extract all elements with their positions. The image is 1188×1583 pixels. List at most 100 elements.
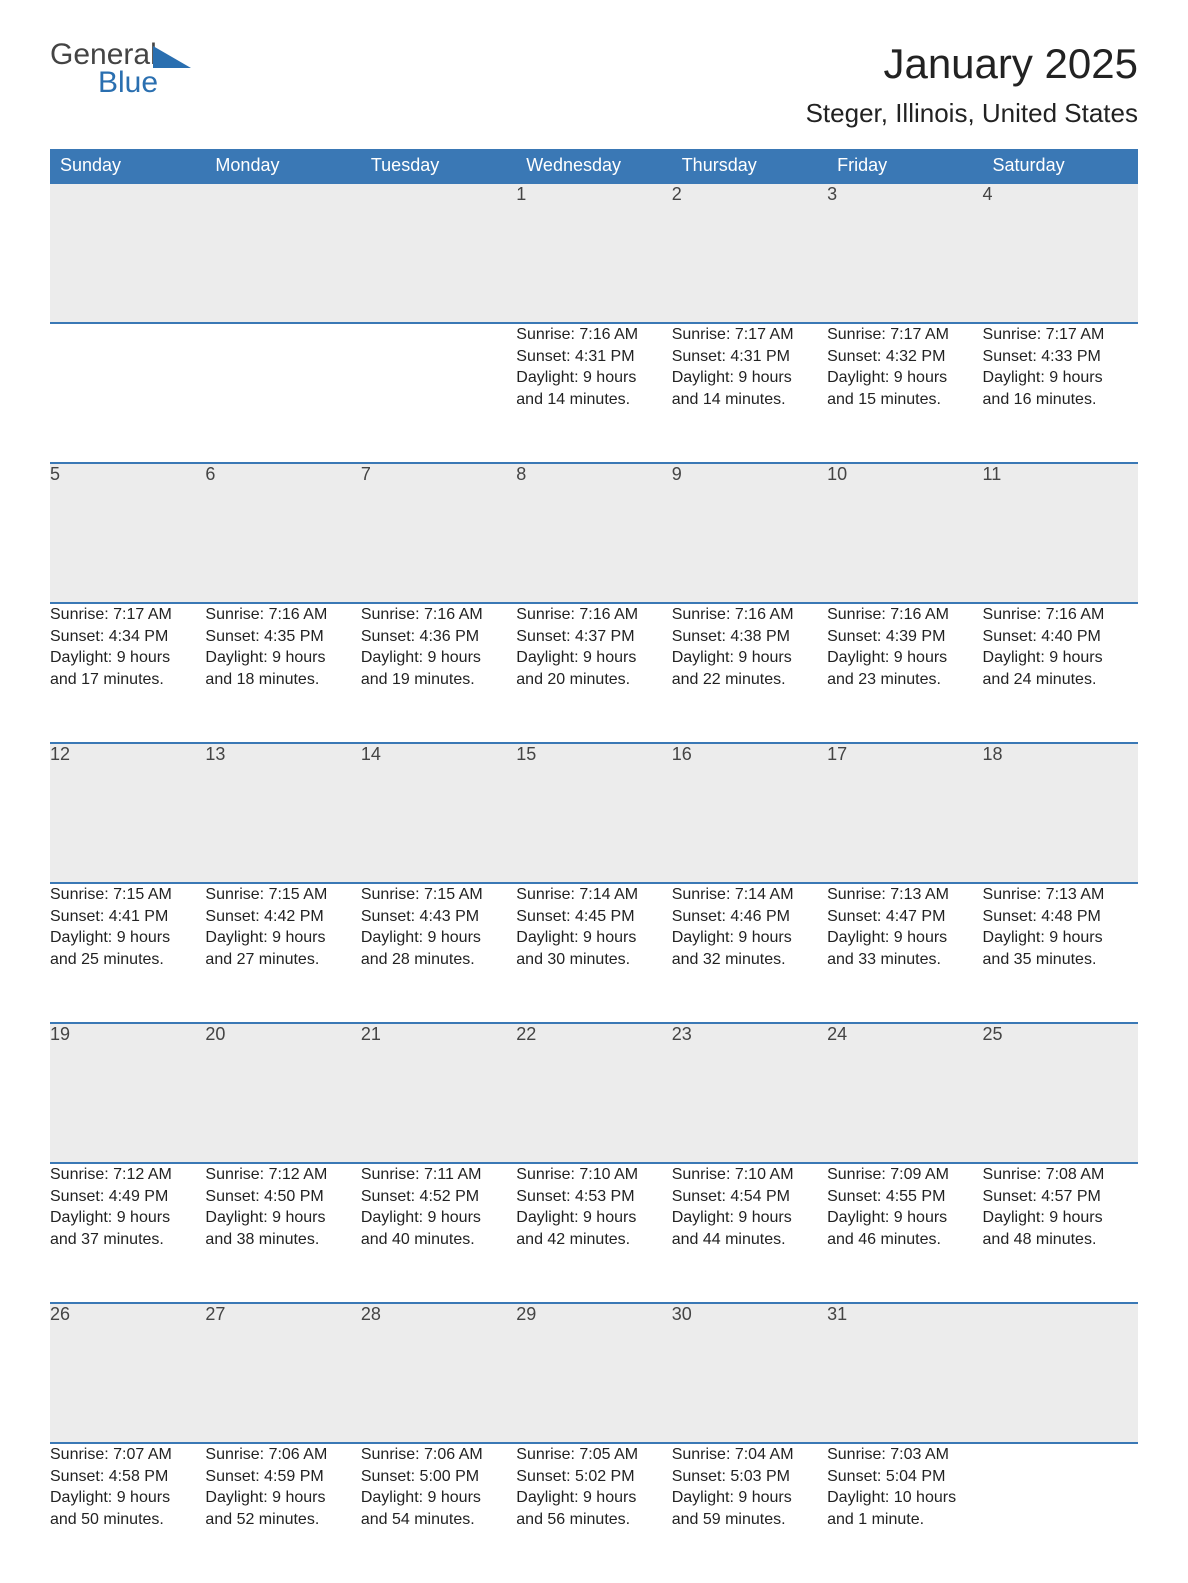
- day-content-cell: Sunrise: 7:12 AMSunset: 4:50 PMDaylight:…: [205, 1163, 360, 1303]
- daynum-row: 567891011: [50, 463, 1138, 603]
- day-content-cell: Sunrise: 7:13 AMSunset: 4:48 PMDaylight:…: [983, 883, 1138, 1023]
- day-content-row: Sunrise: 7:07 AMSunset: 4:58 PMDaylight:…: [50, 1443, 1138, 1583]
- sunset-text: Sunset: 5:04 PM: [827, 1466, 982, 1488]
- daynum-row: 12131415161718: [50, 743, 1138, 883]
- sunset-text: Sunset: 4:31 PM: [516, 346, 671, 368]
- day-number-cell: 18: [983, 743, 1138, 883]
- day-content-cell: Sunrise: 7:11 AMSunset: 4:52 PMDaylight:…: [361, 1163, 516, 1303]
- sunrise-text: Sunrise: 7:08 AM: [983, 1164, 1138, 1186]
- day-number-cell: 31: [827, 1303, 982, 1443]
- sunset-text: Sunset: 4:59 PM: [205, 1466, 360, 1488]
- daylight-text-1: Daylight: 9 hours: [672, 1487, 827, 1509]
- day-content-cell: Sunrise: 7:12 AMSunset: 4:49 PMDaylight:…: [50, 1163, 205, 1303]
- daylight-text-1: Daylight: 9 hours: [516, 367, 671, 389]
- daylight-text-2: and 37 minutes.: [50, 1229, 205, 1251]
- weekday-header: Wednesday: [516, 149, 671, 183]
- day-content-cell: Sunrise: 7:15 AMSunset: 4:43 PMDaylight:…: [361, 883, 516, 1023]
- weekday-header: Friday: [827, 149, 982, 183]
- sunset-text: Sunset: 4:33 PM: [983, 346, 1138, 368]
- sunset-text: Sunset: 4:32 PM: [827, 346, 982, 368]
- day-content-cell: Sunrise: 7:07 AMSunset: 4:58 PMDaylight:…: [50, 1443, 205, 1583]
- day-number-cell: 26: [50, 1303, 205, 1443]
- daylight-text-2: and 44 minutes.: [672, 1229, 827, 1251]
- day-number-cell: 11: [983, 463, 1138, 603]
- sunset-text: Sunset: 4:45 PM: [516, 906, 671, 928]
- logo-triangle-icon: [153, 46, 191, 68]
- daylight-text-2: and 23 minutes.: [827, 669, 982, 691]
- day-number-cell: 3: [827, 183, 982, 323]
- header: General Blue January 2025 Steger, Illino…: [50, 40, 1138, 129]
- day-content-cell: Sunrise: 7:09 AMSunset: 4:55 PMDaylight:…: [827, 1163, 982, 1303]
- sunrise-text: Sunrise: 7:09 AM: [827, 1164, 982, 1186]
- sunrise-text: Sunrise: 7:16 AM: [827, 604, 982, 626]
- sunrise-text: Sunrise: 7:13 AM: [983, 884, 1138, 906]
- sunset-text: Sunset: 5:02 PM: [516, 1466, 671, 1488]
- daylight-text-1: Daylight: 9 hours: [361, 1207, 516, 1229]
- daylight-text-1: Daylight: 9 hours: [516, 647, 671, 669]
- daylight-text-1: Daylight: 9 hours: [205, 1487, 360, 1509]
- daylight-text-2: and 32 minutes.: [672, 949, 827, 971]
- daylight-text-2: and 33 minutes.: [827, 949, 982, 971]
- sunset-text: Sunset: 4:41 PM: [50, 906, 205, 928]
- daylight-text-2: and 56 minutes.: [516, 1509, 671, 1531]
- sunset-text: Sunset: 4:39 PM: [827, 626, 982, 648]
- daylight-text-2: and 14 minutes.: [516, 389, 671, 411]
- day-number-cell: 17: [827, 743, 982, 883]
- daylight-text-1: Daylight: 9 hours: [827, 367, 982, 389]
- day-content-cell: Sunrise: 7:16 AMSunset: 4:37 PMDaylight:…: [516, 603, 671, 743]
- daylight-text-1: Daylight: 9 hours: [983, 367, 1138, 389]
- sunset-text: Sunset: 4:54 PM: [672, 1186, 827, 1208]
- daylight-text-2: and 46 minutes.: [827, 1229, 982, 1251]
- daylight-text-2: and 54 minutes.: [361, 1509, 516, 1531]
- day-number-cell: [205, 183, 360, 323]
- daylight-text-2: and 27 minutes.: [205, 949, 360, 971]
- day-number-cell: 6: [205, 463, 360, 603]
- daylight-text-1: Daylight: 9 hours: [50, 647, 205, 669]
- daylight-text-2: and 48 minutes.: [983, 1229, 1138, 1251]
- day-content-cell: Sunrise: 7:06 AMSunset: 5:00 PMDaylight:…: [361, 1443, 516, 1583]
- weekday-header-row: Sunday Monday Tuesday Wednesday Thursday…: [50, 149, 1138, 183]
- day-number-cell: [983, 1303, 1138, 1443]
- day-number-cell: 12: [50, 743, 205, 883]
- daylight-text-2: and 22 minutes.: [672, 669, 827, 691]
- daylight-text-1: Daylight: 9 hours: [361, 1487, 516, 1509]
- sunset-text: Sunset: 4:57 PM: [983, 1186, 1138, 1208]
- sunset-text: Sunset: 4:49 PM: [50, 1186, 205, 1208]
- day-content-cell: Sunrise: 7:15 AMSunset: 4:41 PMDaylight:…: [50, 883, 205, 1023]
- day-number-cell: 2: [672, 183, 827, 323]
- daylight-text-2: and 16 minutes.: [983, 389, 1138, 411]
- sunset-text: Sunset: 4:34 PM: [50, 626, 205, 648]
- sunrise-text: Sunrise: 7:05 AM: [516, 1444, 671, 1466]
- day-number-cell: 1: [516, 183, 671, 323]
- daylight-text-1: Daylight: 9 hours: [205, 1207, 360, 1229]
- daylight-text-1: Daylight: 9 hours: [516, 927, 671, 949]
- sunset-text: Sunset: 4:37 PM: [516, 626, 671, 648]
- day-number-cell: 7: [361, 463, 516, 603]
- day-number-cell: 28: [361, 1303, 516, 1443]
- day-content-cell: Sunrise: 7:15 AMSunset: 4:42 PMDaylight:…: [205, 883, 360, 1023]
- daylight-text-1: Daylight: 9 hours: [672, 647, 827, 669]
- day-number-cell: 16: [672, 743, 827, 883]
- daylight-text-1: Daylight: 9 hours: [983, 647, 1138, 669]
- daylight-text-1: Daylight: 9 hours: [50, 1207, 205, 1229]
- daylight-text-2: and 59 minutes.: [672, 1509, 827, 1531]
- daylight-text-1: Daylight: 9 hours: [672, 367, 827, 389]
- day-number-cell: 5: [50, 463, 205, 603]
- title-block: January 2025 Steger, Illinois, United St…: [806, 40, 1138, 129]
- daylight-text-1: Daylight: 9 hours: [516, 1487, 671, 1509]
- daylight-text-2: and 17 minutes.: [50, 669, 205, 691]
- daylight-text-1: Daylight: 9 hours: [827, 647, 982, 669]
- daylight-text-2: and 38 minutes.: [205, 1229, 360, 1251]
- daylight-text-1: Daylight: 9 hours: [361, 647, 516, 669]
- sunset-text: Sunset: 4:50 PM: [205, 1186, 360, 1208]
- daylight-text-2: and 35 minutes.: [983, 949, 1138, 971]
- sunrise-text: Sunrise: 7:12 AM: [205, 1164, 360, 1186]
- daylight-text-1: Daylight: 10 hours: [827, 1487, 982, 1509]
- daylight-text-2: and 18 minutes.: [205, 669, 360, 691]
- sunset-text: Sunset: 4:46 PM: [672, 906, 827, 928]
- sunrise-text: Sunrise: 7:16 AM: [516, 324, 671, 346]
- daylight-text-2: and 30 minutes.: [516, 949, 671, 971]
- sunrise-text: Sunrise: 7:11 AM: [361, 1164, 516, 1186]
- daylight-text-2: and 42 minutes.: [516, 1229, 671, 1251]
- daylight-text-2: and 24 minutes.: [983, 669, 1138, 691]
